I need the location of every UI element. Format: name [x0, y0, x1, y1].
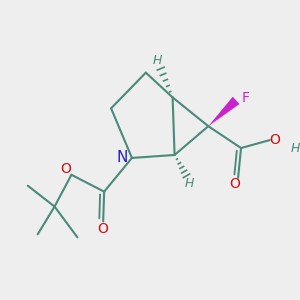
Polygon shape: [208, 97, 239, 126]
Text: H: H: [153, 54, 162, 67]
Text: O: O: [269, 133, 280, 147]
Text: N: N: [116, 150, 128, 165]
Text: H: H: [185, 177, 194, 190]
Text: O: O: [98, 222, 109, 236]
Text: O: O: [230, 177, 241, 191]
Text: H: H: [291, 142, 300, 154]
Text: F: F: [242, 92, 250, 105]
Text: O: O: [60, 162, 71, 176]
